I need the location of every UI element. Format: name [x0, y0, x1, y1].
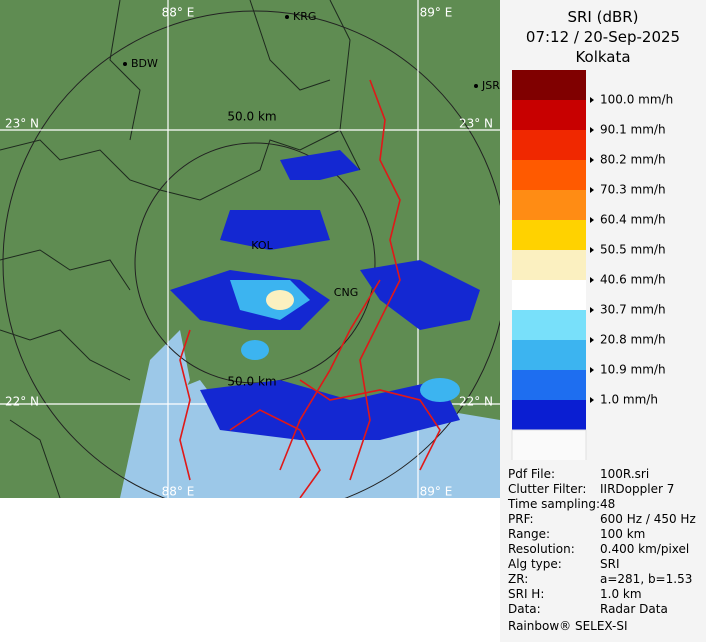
grid-label: 89° E: [420, 6, 453, 20]
legend-label: 80.2 mm/h: [600, 153, 666, 167]
meta-label: Pdf File:: [508, 467, 556, 481]
range-rings: [2, 10, 500, 498]
legend-label: 70.3 mm/h: [600, 183, 666, 197]
meta-label: Alg type:: [508, 557, 562, 571]
legend-label: 90.1 mm/h: [600, 123, 666, 137]
place-label: JSR: [481, 79, 500, 92]
place-label: KRG: [293, 10, 316, 23]
legend-label: 20.8 mm/h: [600, 333, 666, 347]
meta-label: Time sampling:: [508, 497, 601, 511]
rivers: [179, 79, 441, 498]
grid-label: 88° E: [162, 485, 195, 499]
legend-label: 30.7 mm/h: [600, 303, 666, 317]
rain-echoes: [170, 150, 480, 440]
product-title: SRI (dBR): [567, 8, 639, 26]
legend-label: 10.9 mm/h: [600, 363, 666, 377]
meta-value: Radar Data: [600, 602, 668, 616]
legend-pointer: [590, 187, 594, 193]
legend-label: 50.5 mm/h: [600, 243, 666, 257]
ring-label: 50.0 km: [227, 375, 276, 389]
legend-swatch: [512, 100, 586, 130]
info-panel: SRI (dBR) 07:12 / 20-Sep-2025 Kolkata 10…: [500, 0, 706, 642]
meta-value: 0.400 km/pixel: [600, 542, 690, 556]
grid-label: 89° E: [420, 485, 453, 499]
legend-swatch: [512, 280, 586, 310]
grid-label: 23° N: [459, 117, 493, 131]
meta-value: 1.0 km: [600, 587, 642, 601]
meta-value: IIRDoppler 7: [600, 482, 675, 496]
legend-swatch: [512, 220, 586, 250]
legend-pointer: [590, 97, 594, 103]
meta-value: 48: [600, 497, 616, 511]
legend-label: 40.6 mm/h: [600, 273, 666, 287]
meta-label: SRI H:: [508, 587, 545, 601]
legend-swatch: [512, 190, 586, 220]
legend-label: 100.0 mm/h: [600, 93, 673, 107]
grid-label: 22° N: [459, 395, 493, 409]
estuary: [120, 330, 190, 498]
legend-pointer: [590, 157, 594, 163]
legend-pointer: [590, 127, 594, 133]
meta-label: Range:: [508, 527, 551, 541]
meta-value: 100 km: [600, 527, 646, 541]
meta-value: SRI: [600, 557, 620, 571]
legend-swatch: [512, 400, 586, 430]
footer: Rainbow® SELEX-SI: [508, 619, 628, 633]
meta-label: PRF:: [508, 512, 534, 526]
legend-pointer: [590, 247, 594, 253]
radar-map: 88° E 89° E 88° E 89° E 23° N 23° N 22° N 22° N…: [0, 0, 500, 498]
meta-value: 100R.sri: [600, 467, 650, 481]
place-dots: [123, 15, 478, 88]
place-label: CNG: [334, 286, 358, 299]
place-label: BDW: [131, 57, 158, 70]
site-name: Kolkata: [575, 48, 631, 66]
legend: 100.0 mm/h 90.1 mm/h 80.2 mm/h 70.3 mm/h 60.…: [511, 70, 673, 460]
legend-pointer: [590, 217, 594, 223]
place-label: KOL: [251, 239, 273, 252]
legend-empty: [511, 429, 587, 460]
meta-value: 600 Hz / 450 Hz: [600, 512, 696, 526]
legend-swatch: [512, 340, 586, 370]
grid-label: 23° N: [5, 117, 39, 131]
legend-swatch: [512, 70, 586, 100]
meta-label: Data:: [508, 602, 541, 616]
legend-pointer: [590, 307, 594, 313]
ring-label: 50.0 km: [227, 110, 276, 124]
grid-label: 88° E: [162, 6, 195, 20]
legend-swatch: [512, 250, 586, 280]
legend-pointer: [590, 277, 594, 283]
legend-label: 60.4 mm/h: [600, 213, 666, 227]
legend-swatch: [512, 370, 586, 400]
timestamp: 07:12 / 20-Sep-2025: [525, 28, 681, 46]
meta-value: a=281, b=1.53: [600, 572, 693, 586]
legend-label: 1.0 mm/h: [600, 393, 658, 407]
legend-pointer: [590, 337, 594, 343]
meta-label: Clutter Filter:: [508, 482, 587, 496]
legend-pointer: [590, 397, 594, 403]
legend-swatch: [512, 160, 586, 190]
meta-label: ZR:: [508, 572, 529, 586]
meta-label: Resolution:: [508, 542, 575, 556]
legend-swatch: [512, 310, 586, 340]
legend-swatch: [512, 130, 586, 160]
legend-pointer: [590, 367, 594, 373]
grid-label: 22° N: [5, 395, 39, 409]
